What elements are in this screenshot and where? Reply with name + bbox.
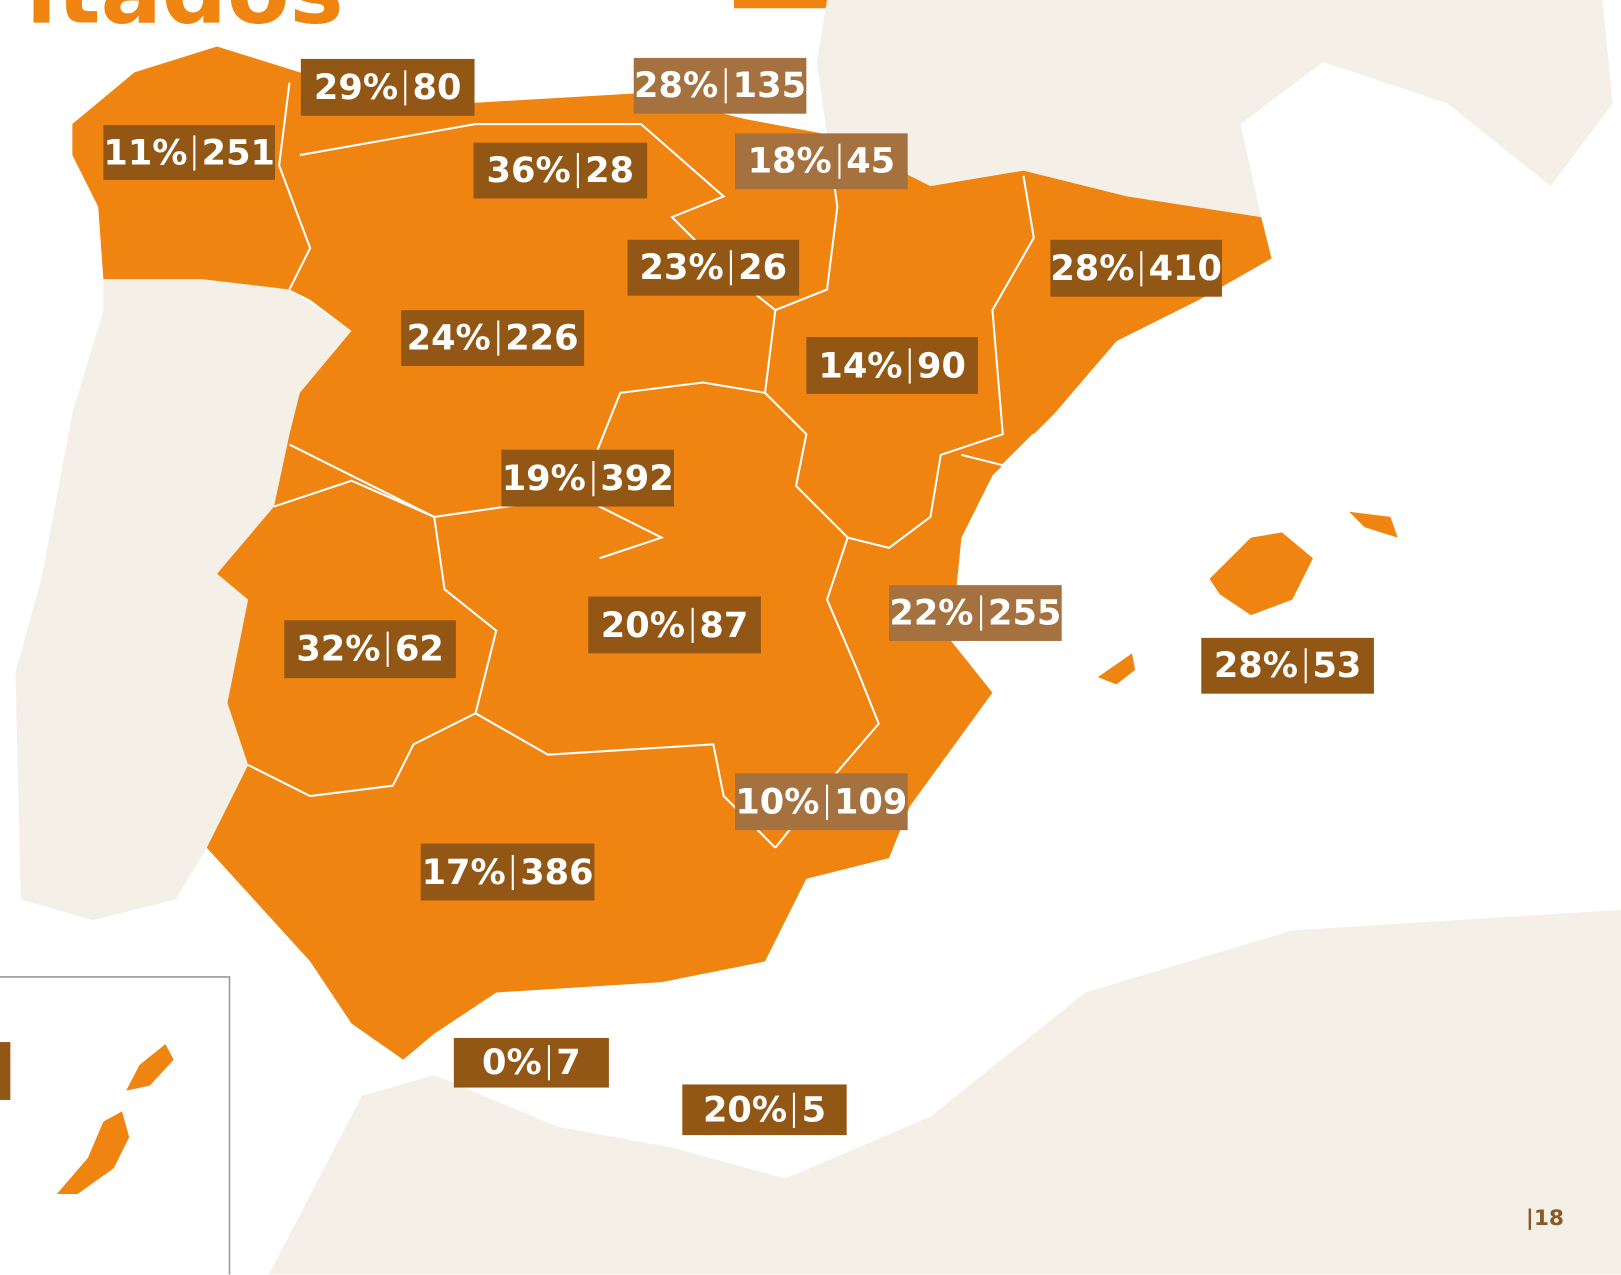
region-count: 255	[988, 592, 1062, 634]
region-label: 14% 90	[806, 337, 978, 394]
separator	[825, 784, 828, 820]
region-pct: 20%	[702, 1089, 788, 1131]
separator	[793, 1092, 796, 1128]
region-count: 226	[505, 317, 579, 359]
region-label: 36% 28	[473, 142, 648, 199]
region-label: 20% 5	[682, 1084, 847, 1136]
region-count: 26	[738, 247, 788, 289]
region-label: 22% 255	[889, 585, 1062, 641]
separator	[576, 153, 579, 189]
region-count: 386	[520, 851, 594, 893]
region-count: 410	[1148, 247, 1222, 289]
region-count: 53	[1312, 645, 1362, 687]
separator	[1304, 648, 1307, 684]
region-count: 109	[833, 781, 908, 823]
separator	[511, 854, 515, 890]
separator	[979, 595, 982, 631]
region-label: 29% 80	[300, 58, 475, 116]
region-label: 23% 26	[627, 239, 800, 296]
menorca	[1349, 511, 1398, 538]
separator	[386, 631, 389, 667]
region-pct: 18%	[747, 140, 832, 182]
region-pct: 14%	[818, 344, 903, 387]
region-count: 135	[732, 65, 807, 107]
region-label: 32% 62	[284, 620, 456, 679]
region-pct: 24%	[406, 317, 491, 359]
region-count: 251	[201, 131, 275, 174]
portugal	[15, 279, 352, 921]
region-count: 392	[600, 457, 674, 499]
region-label: 18% 45	[735, 133, 908, 190]
page-number-bar: |	[1525, 1205, 1534, 1231]
region-pct: 28%	[634, 65, 719, 107]
region-label: 10% 109	[735, 773, 908, 831]
ibiza	[1097, 653, 1136, 685]
page-number-text: 18	[1533, 1205, 1565, 1231]
region-pct: 11%	[103, 131, 188, 174]
fuerteventura	[56, 1111, 130, 1195]
region-pct: 20%	[600, 604, 685, 646]
region-count: 62	[394, 628, 444, 670]
region-label: 20% 87	[588, 596, 761, 654]
africa	[268, 909, 1621, 1275]
region-label: 19% 392	[501, 449, 675, 507]
separator	[908, 347, 911, 384]
separator	[691, 607, 694, 643]
region-count: 28	[585, 149, 635, 192]
region-label: 28% 135	[633, 57, 807, 114]
region-label: 28% 53	[1201, 637, 1374, 694]
region-label: 28% 410	[1050, 239, 1222, 297]
region-pct: 0%	[482, 1042, 542, 1084]
separator	[724, 68, 727, 104]
region-label: 11% 251	[103, 125, 275, 180]
separator	[1140, 250, 1143, 286]
region-pct: 19%	[501, 457, 586, 499]
canary-inset-frame	[0, 976, 231, 1275]
title-fragment: ltados	[26, 0, 344, 44]
cropped-label	[0, 1042, 11, 1100]
region-pct: 28%	[1213, 645, 1298, 687]
separator	[729, 250, 732, 286]
region-pct: 36%	[486, 149, 571, 192]
separator	[496, 320, 500, 356]
separator	[193, 134, 196, 171]
page-number: |18	[1526, 1205, 1564, 1230]
spain	[72, 46, 1272, 1060]
mallorca	[1209, 532, 1313, 616]
region-label: 24% 226	[401, 310, 585, 366]
region-pct: 17%	[421, 851, 506, 893]
region-count: 87	[699, 604, 749, 646]
lanzarote	[126, 1044, 174, 1091]
separator	[404, 69, 407, 105]
region-pct: 10%	[735, 781, 820, 823]
region-label: 17% 386	[420, 843, 595, 901]
region-count: 80	[412, 66, 462, 109]
region-count: 5	[801, 1089, 827, 1131]
region-count: 90	[917, 344, 966, 387]
separator	[592, 460, 595, 496]
separator	[837, 143, 840, 179]
region-pct: 29%	[313, 66, 399, 109]
separator	[547, 1045, 551, 1081]
region-label: 0% 7	[453, 1037, 609, 1088]
region-count: 45	[846, 140, 896, 182]
region-count: 7	[556, 1042, 581, 1084]
region-pct: 23%	[639, 247, 724, 289]
region-pct: 28%	[1050, 247, 1135, 289]
france	[816, 0, 1613, 218]
region-pct: 22%	[889, 592, 974, 634]
region-pct: 32%	[296, 628, 381, 670]
